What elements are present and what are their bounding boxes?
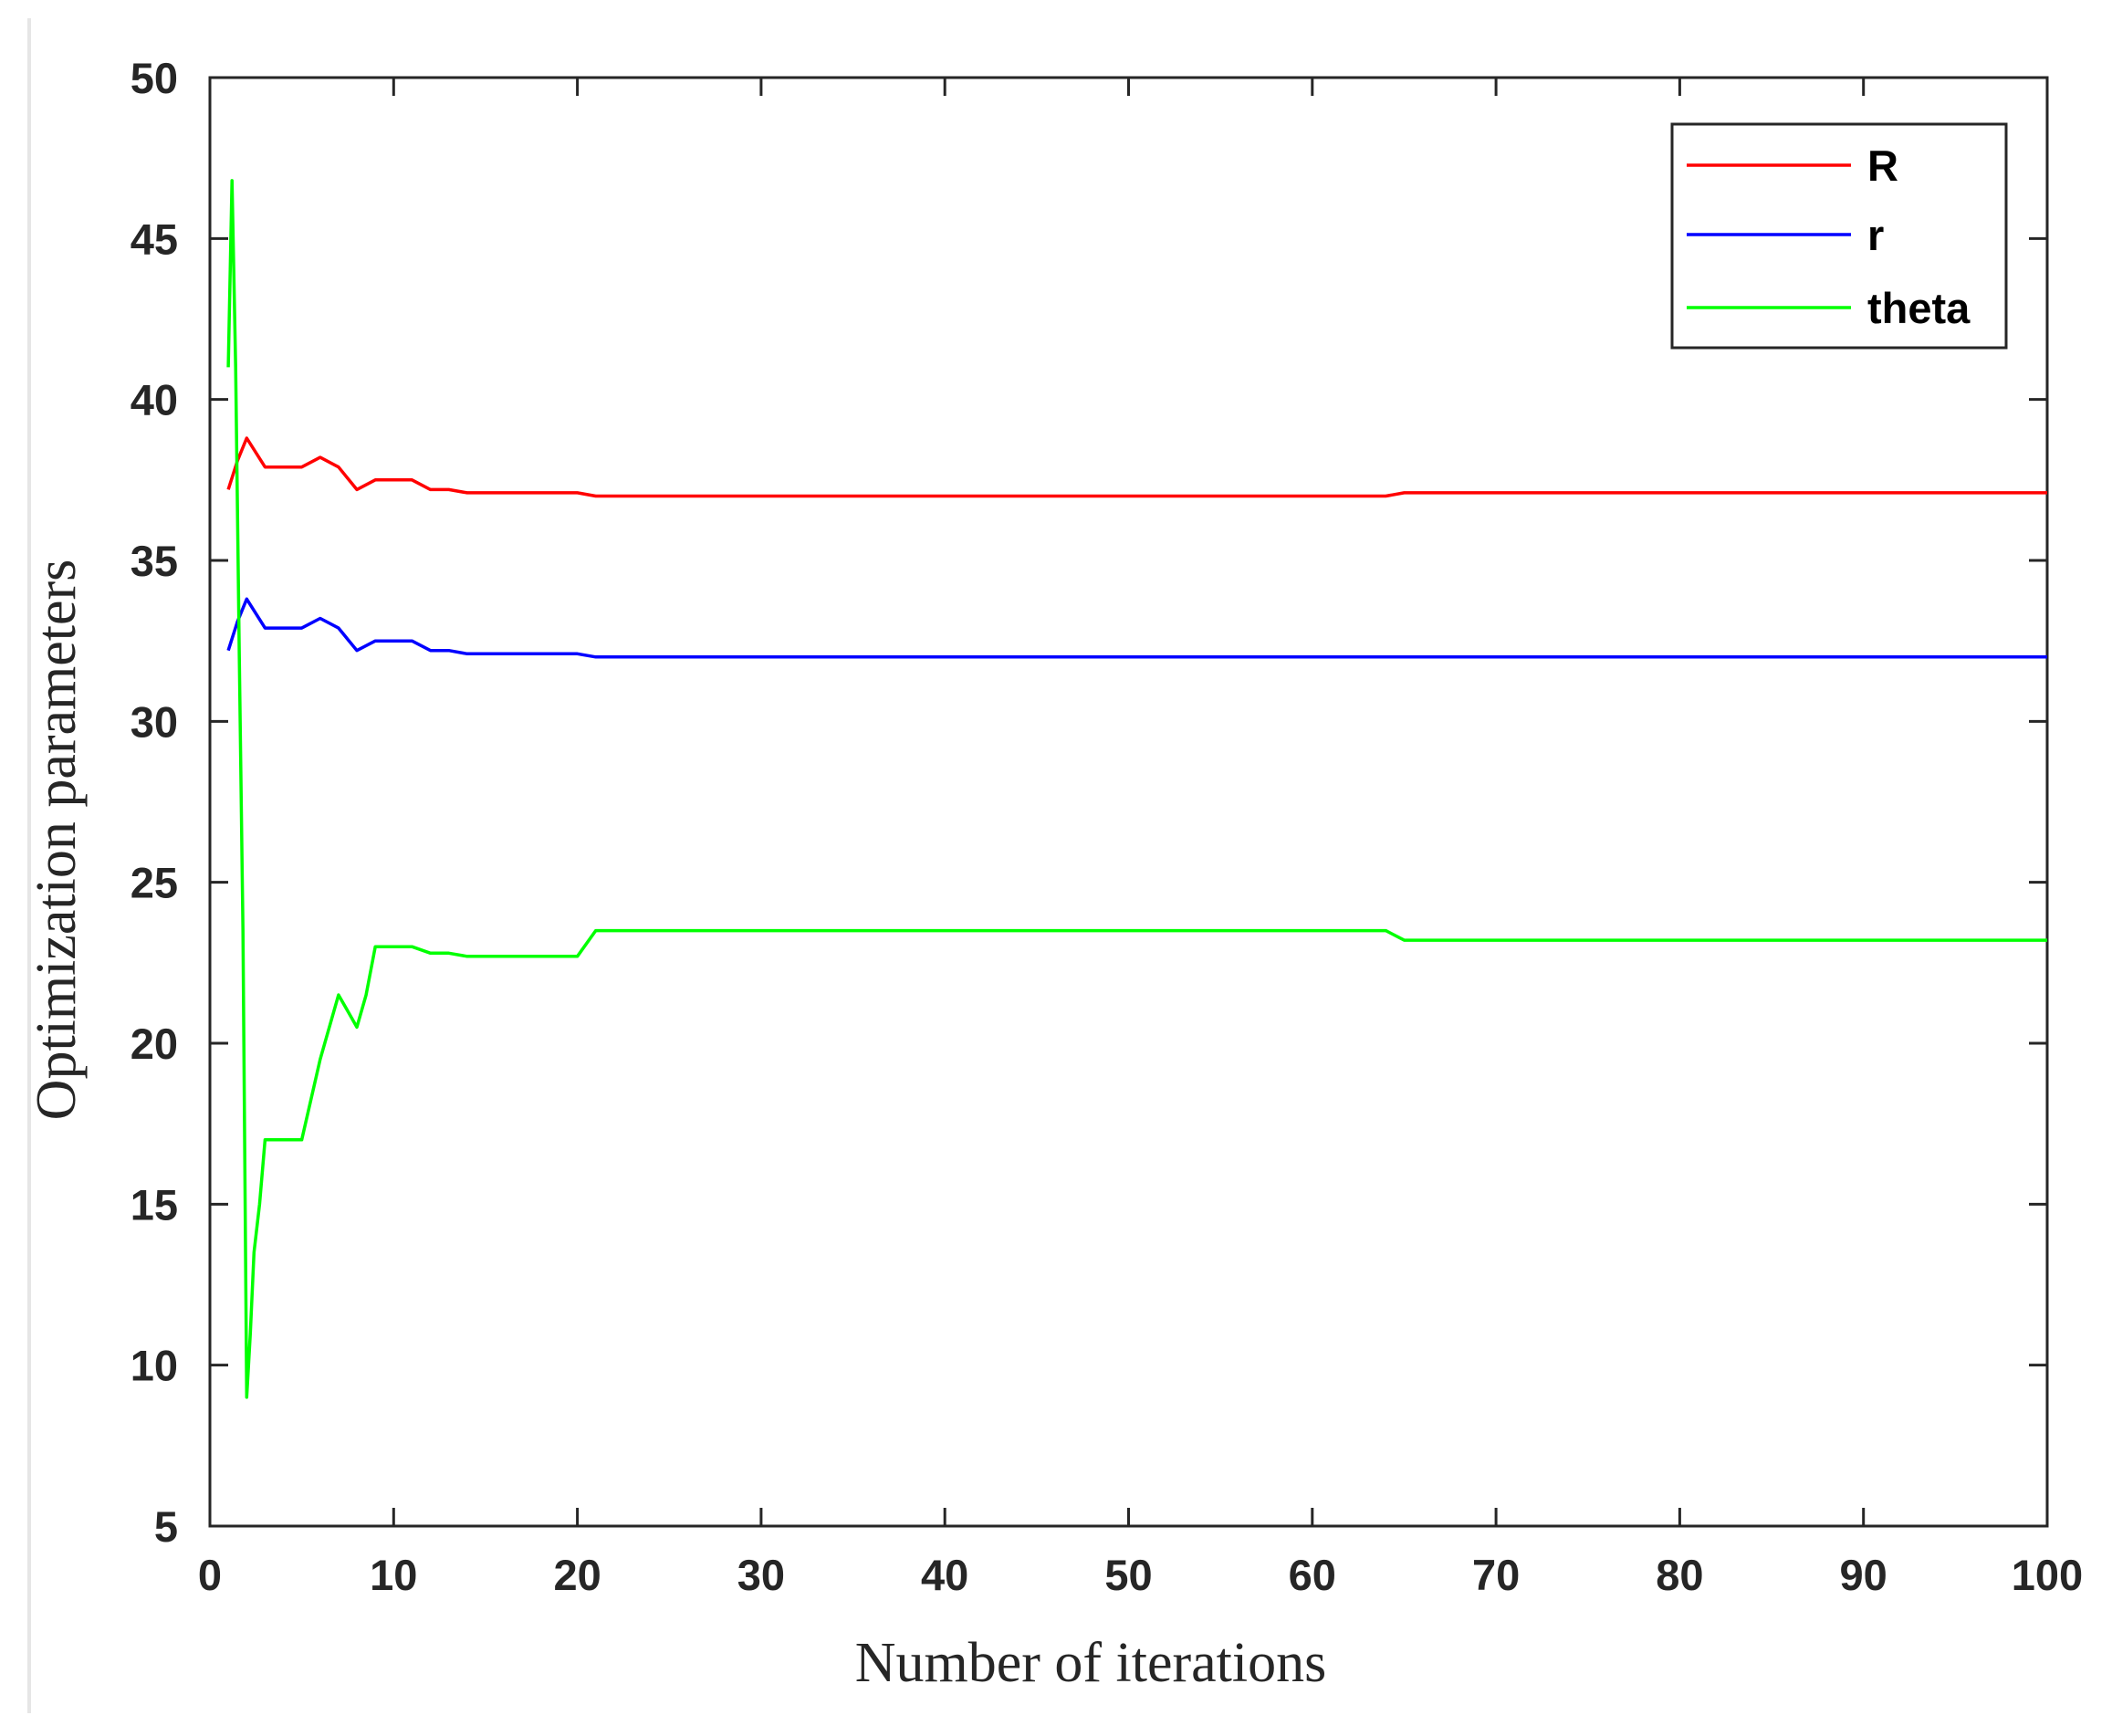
y-tick-label: 35 xyxy=(131,537,178,585)
x-tick-label: 40 xyxy=(921,1551,968,1599)
y-tick-label: 15 xyxy=(131,1180,178,1229)
x-axis-ticks: 0 10 20 30 40 50 60 70 80 90 100 xyxy=(198,78,2083,1599)
legend-label-r: R xyxy=(1867,141,1898,190)
x-tick-label: 30 xyxy=(737,1551,785,1599)
y-tick-label: 20 xyxy=(131,1020,178,1068)
y-tick-label: 25 xyxy=(131,859,178,907)
x-tick-label: 50 xyxy=(1104,1551,1152,1599)
x-tick-label: 0 xyxy=(198,1551,222,1599)
x-tick-label: 70 xyxy=(1472,1551,1520,1599)
y-tick-label: 10 xyxy=(131,1342,178,1390)
x-tick-label: 80 xyxy=(1656,1551,1703,1599)
series-layer xyxy=(226,179,2047,1399)
y-tick-label: 30 xyxy=(131,697,178,746)
legend-label-theta: theta xyxy=(1867,284,1971,332)
x-tick-label: 100 xyxy=(2012,1551,2083,1599)
legend: Rr theta xyxy=(1670,122,2008,350)
y-tick-label: 5 xyxy=(154,1502,178,1551)
series-line-theta xyxy=(226,179,2047,1399)
x-tick-label: 90 xyxy=(1840,1551,1887,1599)
y-tick-label: 45 xyxy=(131,214,178,263)
y-axis-title: Optimization parameters xyxy=(26,559,88,1121)
x-axis-title: Number of iterations xyxy=(855,1632,1327,1694)
x-tick-label: 20 xyxy=(553,1551,601,1599)
y-tick-label: 50 xyxy=(131,54,178,102)
x-tick-label: 10 xyxy=(370,1551,417,1599)
y-tick-label: 40 xyxy=(131,376,178,424)
series-line-r xyxy=(226,436,2047,498)
y-axis-ticks: 5 10 15 20 25 30 35 40 45 50 xyxy=(131,54,2047,1551)
x-tick-label: 60 xyxy=(1289,1551,1336,1599)
legend-label-r: r xyxy=(1867,211,1884,259)
series-line-r xyxy=(226,597,2047,659)
